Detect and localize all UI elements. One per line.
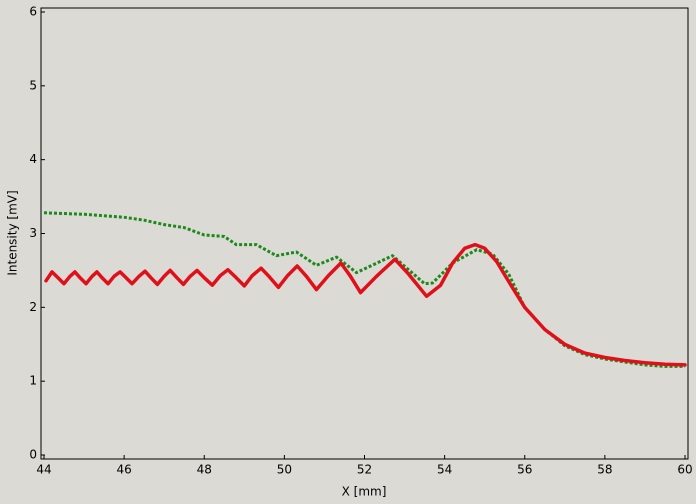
plot-frame (40, 7, 689, 460)
x-tick-label: 46 (116, 463, 131, 477)
x-tick-label: 54 (437, 463, 452, 477)
y-tick-label: 3 (29, 226, 37, 240)
x-tick-label: 48 (197, 463, 212, 477)
x-tick-label: 60 (677, 463, 692, 477)
y-tick-label: 0 (29, 448, 37, 462)
y-tick-label: 2 (29, 300, 37, 314)
x-tick-label: 44 (36, 463, 51, 477)
x-tick-label: 56 (517, 463, 532, 477)
x-tick-label: 52 (357, 463, 372, 477)
y-tick-label: 4 (29, 152, 37, 166)
y-tick-label: 1 (29, 374, 37, 388)
x-axis-label: X [mm] (342, 485, 387, 499)
x-tick-label: 58 (597, 463, 612, 477)
y-tick-label: 5 (29, 78, 37, 92)
y-axis-label: Intensity [mV] (6, 190, 20, 275)
x-tick-label: 50 (277, 463, 292, 477)
y-tick-label: 6 (29, 4, 37, 18)
data-line (44, 242, 687, 367)
